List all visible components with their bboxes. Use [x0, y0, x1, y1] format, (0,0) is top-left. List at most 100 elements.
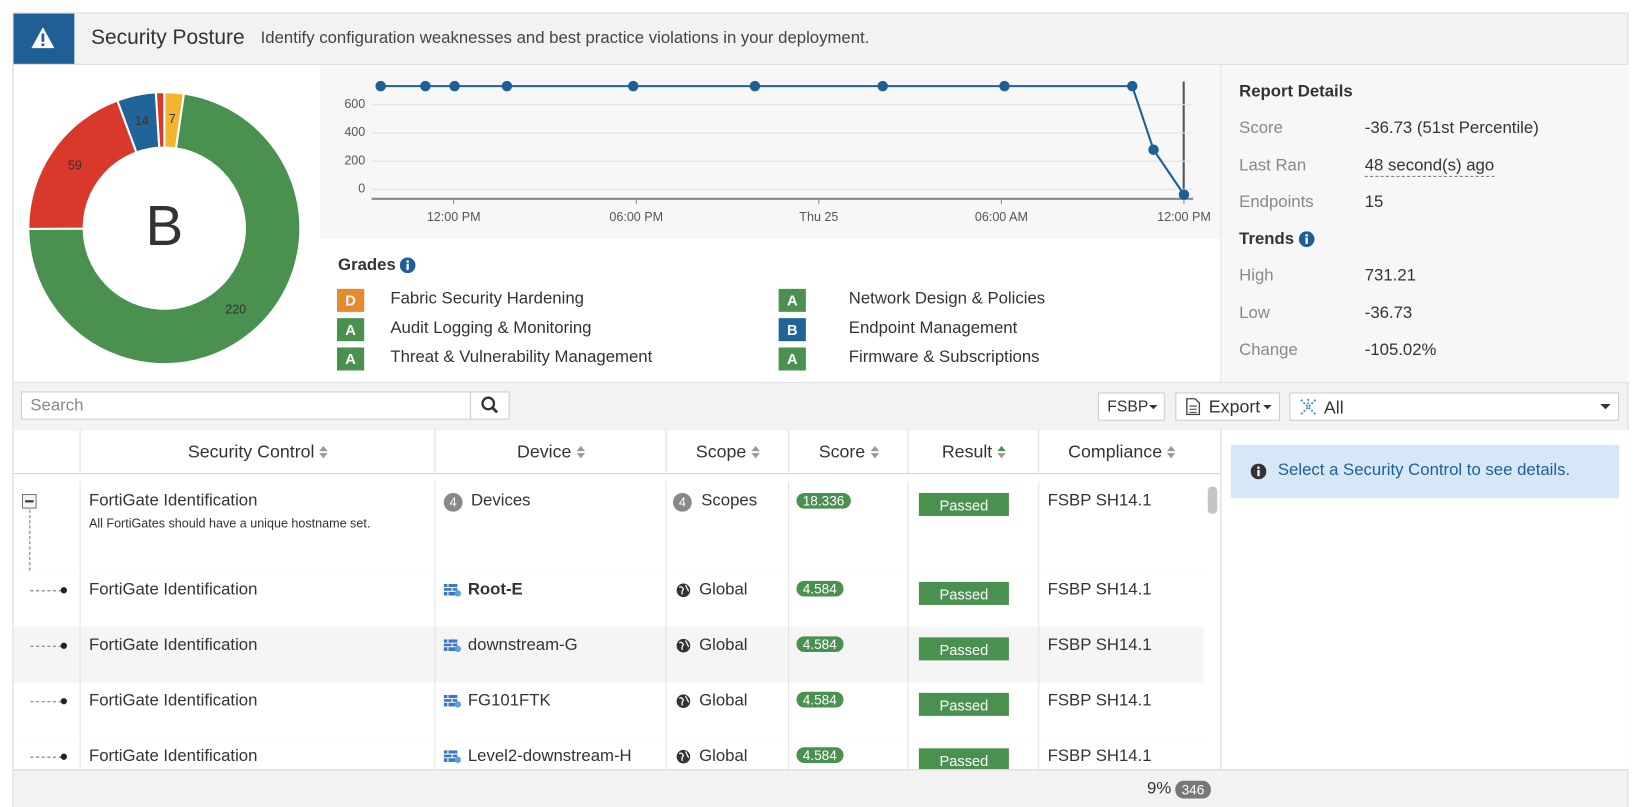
- tree-node: [61, 643, 67, 649]
- standard-label: FSBP: [1107, 398, 1148, 416]
- info-bar: [1306, 238, 1308, 244]
- device-name[interactable]: FG101FTK: [468, 692, 551, 711]
- column-header[interactable]: Result: [907, 430, 1039, 473]
- column-header[interactable]: Compliance: [1038, 430, 1204, 473]
- info-icon[interactable]: [400, 257, 416, 273]
- x-tick-label: 06:00 AM: [975, 210, 1028, 224]
- detail-value: 15: [1365, 194, 1384, 213]
- sort-up: [997, 445, 1005, 450]
- donut-label: 220: [225, 303, 246, 317]
- column-title: Score: [819, 441, 865, 462]
- trend-label: High: [1239, 267, 1273, 286]
- cell-border: [80, 627, 81, 682]
- y-tick-label: 200: [344, 153, 365, 167]
- result-badge: Passed: [919, 748, 1009, 769]
- trend-point: [877, 81, 887, 91]
- export-label: Export: [1209, 397, 1260, 418]
- caret: [1263, 405, 1271, 409]
- device-icon-flag: [455, 701, 461, 707]
- filter-icon-stroke: [1301, 400, 1316, 415]
- grade-badge: D: [337, 289, 364, 312]
- trends-title: Trends: [1239, 230, 1294, 249]
- filter-icon-stroke: [1301, 400, 1316, 415]
- column-header[interactable]: Scope: [666, 430, 789, 473]
- compliance: FSBP SH14.1: [1048, 581, 1152, 600]
- grade-category[interactable]: Network Design & Policies: [849, 290, 1045, 309]
- sort-icon: [320, 445, 328, 458]
- cell-border: [666, 481, 667, 571]
- result-badge: Passed: [919, 693, 1009, 716]
- score-badge: 18.336: [796, 493, 850, 509]
- y-tick-label: 400: [344, 125, 365, 139]
- search-handle: [492, 408, 497, 413]
- grade-category[interactable]: Threat & Vulnerability Management: [390, 349, 652, 368]
- device-name[interactable]: Root-E: [468, 581, 523, 600]
- grade-badge: A: [779, 289, 806, 312]
- grade-category[interactable]: Audit Logging & Monitoring: [390, 319, 591, 338]
- cell-border: [80, 738, 81, 769]
- trend-point: [375, 81, 385, 91]
- trend-point: [628, 81, 638, 91]
- scrollbar-thumb[interactable]: [1208, 487, 1217, 514]
- info-bar: [406, 264, 408, 270]
- control-name: FortiGate Identification: [89, 492, 257, 511]
- footer-count: 346: [1175, 781, 1210, 799]
- device-name[interactable]: downstream-G: [468, 636, 578, 655]
- controls-table: Security Control Device Scope Score ResultCo…: [14, 430, 1221, 769]
- tree-node: [61, 754, 67, 760]
- trend-point: [420, 81, 430, 91]
- y-tick-label: 600: [344, 97, 365, 111]
- info-icon: [1251, 464, 1267, 480]
- trend-point: [750, 81, 760, 91]
- x-tick-label: 12:00 PM: [427, 210, 481, 224]
- sort-icon: [1167, 445, 1175, 458]
- footer-percent: 9%: [1147, 780, 1171, 799]
- tree-branch: [30, 590, 61, 591]
- sort-icon: [577, 445, 585, 458]
- grade-category[interactable]: Firmware & Subscriptions: [849, 349, 1040, 368]
- compliance: FSBP SH14.1: [1048, 636, 1152, 655]
- grade-category[interactable]: Fabric Security Hardening: [390, 290, 584, 309]
- info-dot: [406, 260, 408, 262]
- compliance: FSBP SH14.1: [1048, 747, 1152, 766]
- info-text: Select a Security Control to see details…: [1278, 462, 1570, 481]
- cell-border: [434, 481, 435, 571]
- control-name: FortiGate Identification: [89, 581, 257, 600]
- cell-border: [907, 571, 908, 626]
- scope-name: Global: [699, 747, 747, 766]
- tree-branch: [30, 757, 61, 758]
- footer: [14, 769, 1628, 807]
- sort-icon: [997, 445, 1005, 458]
- cell-border: [80, 571, 81, 626]
- sort-up: [752, 445, 760, 450]
- sort-icon: [752, 445, 760, 458]
- column-header[interactable]: Score: [788, 430, 908, 473]
- device-name[interactable]: Level2-downstream-H: [468, 747, 632, 766]
- sort-down: [997, 453, 1005, 458]
- trend-value: 731.21: [1365, 267, 1416, 286]
- compliance: FSBP SH14.1: [1048, 492, 1152, 511]
- cell-border: [1038, 627, 1039, 682]
- column-title: Security Control: [188, 441, 315, 462]
- column-header[interactable]: Device: [434, 430, 666, 473]
- cell-border: [666, 738, 667, 769]
- control-name: FortiGate Identification: [89, 692, 257, 711]
- score-badge: 4.584: [796, 692, 843, 708]
- column-header[interactable]: Security Control: [80, 430, 436, 473]
- cell-border: [788, 627, 789, 682]
- caret: [1149, 405, 1157, 409]
- caret: [1600, 404, 1610, 409]
- control-name: FortiGate Identification: [89, 636, 257, 655]
- device-label: Devices: [471, 492, 531, 511]
- tree-branch: [30, 646, 61, 647]
- cell-border: [80, 682, 81, 737]
- grade-category[interactable]: Endpoint Management: [849, 319, 1017, 338]
- cell-border: [907, 627, 908, 682]
- sort-up: [320, 445, 328, 450]
- column-title: Device: [517, 441, 571, 462]
- cell-border: [434, 571, 435, 626]
- search-input[interactable]: [21, 391, 471, 419]
- info-icon[interactable]: [1299, 231, 1315, 247]
- sort-down: [1167, 453, 1175, 458]
